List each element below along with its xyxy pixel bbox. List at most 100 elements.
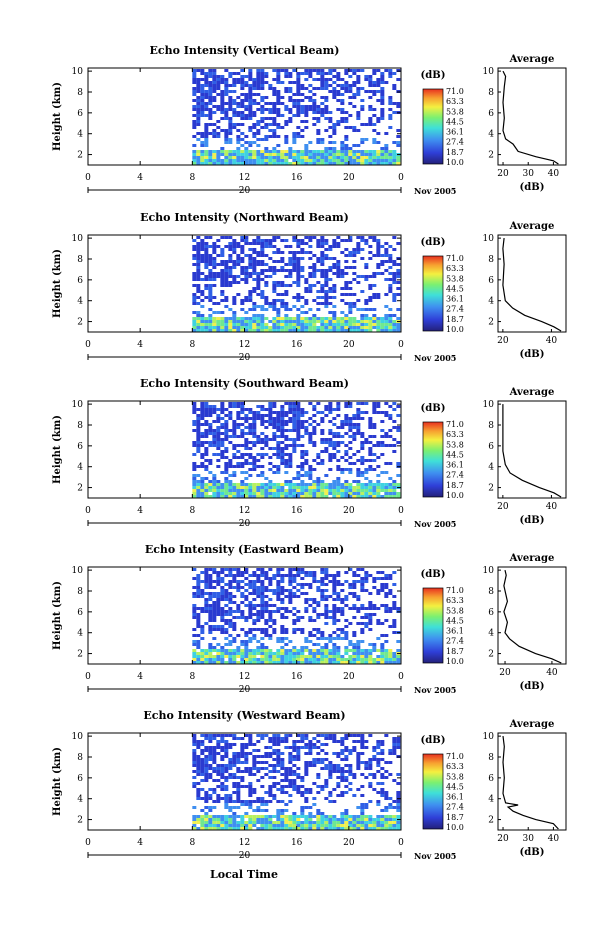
colorbar-tick: 10.0 — [446, 325, 464, 334]
x-tick-label: 12 — [239, 340, 250, 350]
x-tick-label: 12 — [239, 672, 250, 682]
colorbar-tick: 18.7 — [446, 315, 464, 324]
y-axis-label: Height (km) — [52, 747, 63, 816]
avg-y-tick-label: 10 — [483, 566, 495, 576]
heatmap-cells — [192, 402, 401, 498]
avg-x-tick-label: 20 — [497, 834, 509, 844]
panel-4: Echo Intensity (Westward Beam) 2 4 6 8 10 Heig… — [52, 709, 567, 861]
avg-x-tick-label: 40 — [548, 169, 560, 179]
avg-y-tick-label: 4 — [488, 463, 494, 473]
x-tick-label: 0 — [398, 672, 404, 682]
avg-x-label: (dB) — [520, 847, 545, 858]
avg-y-tick-label: 6 — [488, 608, 494, 618]
y-axis-label: Height (km) — [52, 249, 63, 318]
x-tick-label: 16 — [291, 173, 303, 183]
y-tick-label: 4 — [77, 297, 83, 307]
colorbar-tick: 27.4 — [446, 138, 464, 147]
average-profile-line — [502, 70, 559, 165]
day-label: 20 — [239, 519, 251, 529]
avg-x-tick-label: 30 — [522, 169, 534, 179]
avg-y-tick-label: 10 — [483, 67, 495, 77]
avg-y-tick-label: 2 — [488, 151, 494, 161]
panel-3: Echo Intensity (Eastward Beam) 2 4 6 8 10 Heig… — [52, 543, 567, 695]
y-tick-label: 4 — [77, 629, 83, 639]
x-axis-label: Local Time — [210, 868, 278, 881]
x-tick-label: 8 — [189, 672, 195, 682]
colorbar-unit: (dB) — [421, 569, 446, 580]
avg-y-tick-label: 8 — [488, 88, 494, 98]
avg-x-label: (dB) — [520, 681, 545, 692]
colorbar-tick: 63.3 — [446, 596, 464, 605]
panel-title: Echo Intensity (Southward Beam) — [140, 377, 349, 390]
colorbar-tick: 44.5 — [446, 616, 464, 625]
colorbar-tick: 10.0 — [446, 491, 464, 500]
x-tick-label: 12 — [239, 173, 250, 183]
x-tick-label: 4 — [137, 173, 143, 183]
colorbar-tick: 10.0 — [446, 823, 464, 832]
average-profile-line — [502, 238, 562, 332]
heatmap-cells — [192, 236, 401, 332]
average-frame — [497, 566, 567, 665]
colorbar-tick: 27.4 — [446, 637, 464, 646]
y-axis-label: Height (km) — [52, 415, 63, 484]
avg-y-tick-label: 2 — [488, 484, 494, 494]
colorbar-tick: 27.4 — [446, 305, 464, 314]
x-tick-label: 4 — [137, 672, 143, 682]
avg-y-tick-label: 6 — [488, 442, 494, 452]
y-tick-label: 6 — [77, 442, 83, 452]
y-tick-label: 6 — [77, 608, 83, 618]
colorbar-unit: (dB) — [421, 403, 446, 414]
avg-y-tick-label: 8 — [488, 587, 494, 597]
avg-x-tick-label: 40 — [546, 336, 558, 346]
colorbar-tick: 53.8 — [446, 606, 464, 615]
y-tick-label: 2 — [77, 484, 83, 494]
x-tick-label: 0 — [85, 340, 91, 350]
average-frame — [497, 732, 567, 831]
colorbar-tick: 44.5 — [446, 782, 464, 791]
y-tick-label: 2 — [77, 816, 83, 826]
colorbar-tick: 71.0 — [446, 752, 464, 761]
date-label: Nov 2005 — [414, 353, 456, 363]
avg-x-tick-label: 20 — [497, 336, 509, 346]
average-frame — [497, 400, 567, 499]
y-tick-label: 8 — [77, 753, 83, 763]
x-tick-label: 16 — [291, 340, 303, 350]
date-label: Nov 2005 — [414, 186, 456, 196]
average-frame — [497, 67, 567, 166]
day-label: 20 — [239, 186, 251, 196]
average-profile-line — [503, 569, 562, 664]
y-tick-label: 10 — [72, 234, 84, 244]
x-tick-label: 0 — [85, 506, 91, 516]
colorbar-tick: 63.3 — [446, 264, 464, 273]
y-tick-label: 2 — [77, 318, 83, 328]
y-tick-label: 2 — [77, 151, 83, 161]
x-tick-label: 0 — [85, 838, 91, 848]
date-label: Nov 2005 — [414, 519, 456, 529]
x-tick-label: 12 — [239, 838, 250, 848]
heatmap-cells — [192, 69, 401, 165]
avg-y-tick-label: 4 — [488, 130, 494, 140]
x-tick-label: 20 — [343, 173, 355, 183]
y-tick-label: 10 — [72, 566, 84, 576]
x-tick-label: 4 — [137, 506, 143, 516]
x-tick-label: 20 — [343, 340, 355, 350]
colorbar-tick: 44.5 — [446, 117, 464, 126]
y-tick-label: 6 — [77, 276, 83, 286]
x-tick-label: 16 — [291, 506, 303, 516]
y-tick-label: 4 — [77, 130, 83, 140]
y-tick-label: 10 — [72, 732, 84, 742]
x-tick-label: 4 — [137, 340, 143, 350]
colorbar-tick: 27.4 — [446, 471, 464, 480]
date-label: Nov 2005 — [414, 685, 456, 695]
colorbar-tick: 53.8 — [446, 440, 464, 449]
average-title: Average — [509, 719, 555, 730]
average-title: Average — [509, 54, 555, 65]
avg-x-tick-label: 40 — [546, 502, 558, 512]
colorbar-tick: 71.0 — [446, 586, 464, 595]
average-profile-line — [502, 404, 562, 498]
colorbar-tick: 53.8 — [446, 107, 464, 116]
colorbar-tick: 10.0 — [446, 158, 464, 167]
colorbar — [422, 88, 444, 165]
x-tick-label: 0 — [398, 340, 404, 350]
